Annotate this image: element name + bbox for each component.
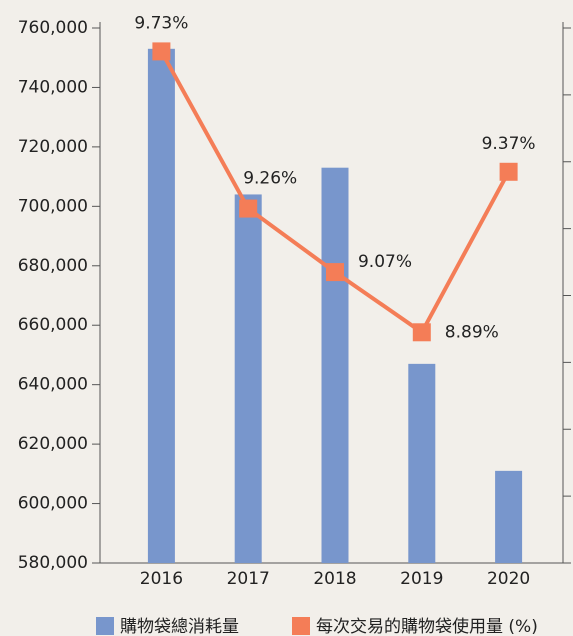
marker [239,199,258,218]
y-tick-label: 740,000 [18,77,88,97]
bar [234,194,262,563]
x-tick-label: 2019 [400,569,443,589]
x-tick-label: 2020 [487,569,530,589]
y-tick-label: 700,000 [18,196,88,216]
bar [408,363,436,563]
x-tick-label: 2017 [227,569,270,589]
y-tick-label: 720,000 [18,137,88,157]
data-label: 9.07% [358,252,412,272]
y-tick-label: 680,000 [18,256,88,276]
y-tick-label: 660,000 [18,315,88,335]
data-label: 9.37% [482,134,536,154]
y-tick-label: 620,000 [18,434,88,454]
y-tick-label: 640,000 [18,375,88,395]
marker [412,323,431,342]
legend-label: 購物袋總消耗量 [120,617,239,636]
bar [495,470,523,563]
y-tick-label: 580,000 [18,553,88,573]
y-tick-label: 600,000 [18,494,88,514]
marker [326,263,344,282]
legend-swatch [292,617,310,635]
y-tick-label: 760,000 [18,18,88,38]
x-tick-label: 2018 [313,569,356,589]
data-label: 9.73% [134,13,188,33]
data-label: 9.26% [243,169,297,189]
bar [321,167,349,563]
marker [152,42,171,61]
x-tick-label: 2016 [140,569,183,589]
data-label: 8.89% [445,322,499,342]
legend-label: 每次交易的購物袋使用量 (%) [316,616,538,636]
bar [147,48,175,564]
legend-swatch [96,617,114,635]
marker [499,162,518,181]
